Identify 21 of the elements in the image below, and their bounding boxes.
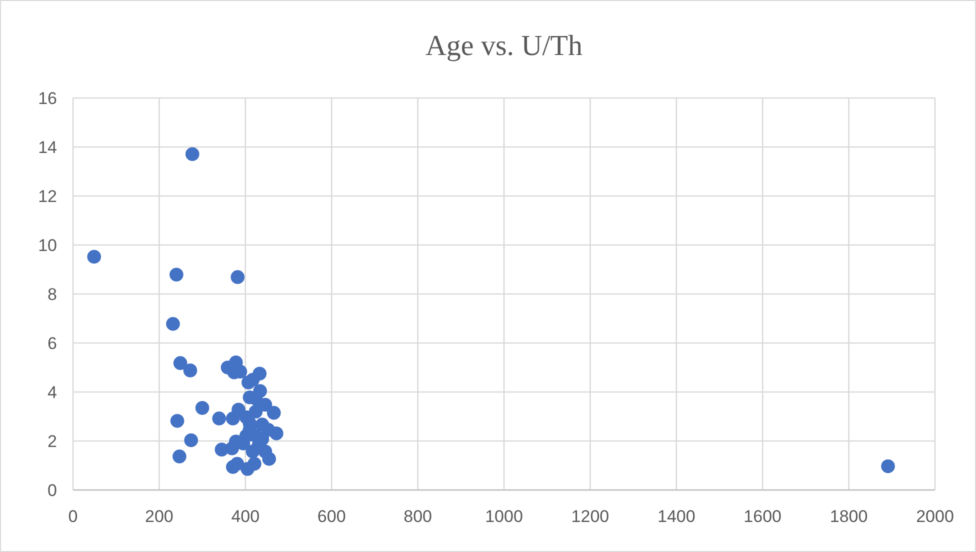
x-tick-label: 0: [68, 507, 78, 526]
x-tick-label: 1600: [744, 507, 782, 526]
y-tick-label: 4: [48, 383, 57, 402]
x-tick-label: 400: [231, 507, 260, 526]
x-tick-label: 600: [317, 507, 346, 526]
y-tick-label: 0: [48, 481, 57, 500]
y-tick-label: 16: [38, 89, 57, 108]
y-tick-label: 6: [48, 334, 57, 353]
x-tick-label: 1800: [830, 507, 868, 526]
x-tick-label: 200: [145, 507, 174, 526]
y-tick-label: 12: [38, 187, 57, 206]
x-tick-label: 1200: [571, 507, 610, 526]
y-tick-label: 8: [48, 285, 57, 304]
y-tick-label: 2: [48, 432, 57, 451]
x-tick-label: 1400: [657, 507, 696, 526]
y-tick-label: 14: [38, 138, 57, 157]
y-tick-label: 10: [38, 236, 57, 255]
x-tick-label: 800: [404, 507, 432, 526]
x-tick-label: 1000: [485, 507, 523, 526]
chart-title: Age vs. U/Th: [425, 30, 584, 62]
x-tick-label: 2000: [916, 507, 954, 526]
